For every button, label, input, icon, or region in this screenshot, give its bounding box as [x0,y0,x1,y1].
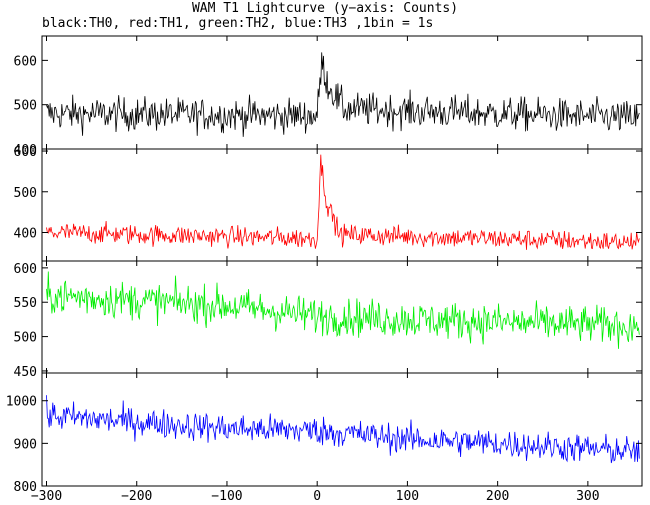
x-tick-label: −100 [211,489,242,504]
chart-subtitle: black:TH0, red:TH1, green:TH2, blue:TH3 … [42,16,434,31]
y-tick-label: 1000 [6,395,37,410]
series-line-th3 [46,395,640,464]
y-tick-label: 600 [14,145,37,160]
x-tick-label: −300 [31,489,62,504]
x-tick-label: 100 [396,489,419,504]
x-tick-label: 0 [313,489,321,504]
y-tick-label: 500 [14,99,37,114]
y-tick-label: 800 [14,480,37,495]
series-line-th0 [46,52,640,137]
x-tick-label: 300 [576,489,599,504]
y-tick-label: 600 [14,262,37,277]
y-tick-label: 400 [14,226,37,241]
series-line-th2 [46,271,640,349]
y-tick-label: 500 [14,186,37,201]
y-tick-label: 600 [14,54,37,69]
series-line-th1 [46,154,640,250]
y-tick-label: 900 [14,437,37,452]
y-tick-label: 550 [14,296,37,311]
panel-frame [41,372,643,487]
y-tick-label: 450 [14,365,37,380]
chart-title: WAM T1 Lightcurve (y−axis: Counts) [191,1,459,16]
x-tick-label: −200 [121,489,152,504]
y-tick-label: 500 [14,331,37,346]
y-tick-label: 400 [14,143,37,158]
x-tick-label: 200 [486,489,509,504]
